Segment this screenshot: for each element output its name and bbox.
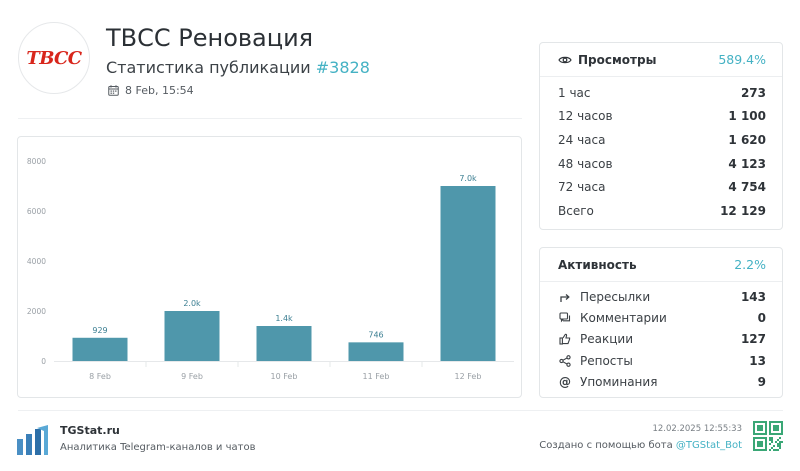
post-id-link[interactable]: #3828 <box>315 58 370 77</box>
activity-title: Активность <box>558 257 637 272</box>
activity-row: @ Упоминания 9 <box>540 372 782 393</box>
activity-row-label: Репосты <box>580 353 633 368</box>
activity-row-left: @ Упоминания <box>558 375 657 389</box>
views-row: 12 часов 1 100 <box>540 105 782 129</box>
views-row-label: 72 часа <box>558 180 606 195</box>
activity-row: Репосты 13 <box>540 350 782 371</box>
qr-code-icon <box>753 421 783 451</box>
x-tick-label: 8 Feb <box>89 372 111 381</box>
views-row-label: Всего <box>558 203 594 218</box>
activity-row-value: 9 <box>757 375 766 390</box>
activity-percent: 2.2% <box>734 257 766 272</box>
post-date: 8 Feb, 15:54 <box>108 84 194 97</box>
channel-header: ТВСС ТВСС Реновация Статистика публикаци… <box>18 18 528 118</box>
calendar-icon <box>108 85 119 96</box>
views-row: 24 часа 1 620 <box>540 128 782 152</box>
chart-bar[interactable] <box>164 311 220 361</box>
views-row-label: 1 час <box>558 85 591 100</box>
activity-row-left: Репосты <box>558 354 633 368</box>
chart-bar[interactable] <box>348 342 404 361</box>
post-subtitle: Статистика публикации #3828 <box>106 58 370 77</box>
views-row-value: 1 100 <box>728 109 766 124</box>
activity-row: Реакции 127 <box>540 329 782 350</box>
activity-row: Комментарии 0 <box>540 307 782 328</box>
tgstat-description: Аналитика Telegram-каналов и чатов <box>60 442 256 453</box>
y-tick-label: 8000 <box>27 157 46 166</box>
y-tick-label: 2000 <box>27 307 46 316</box>
activity-row-left: Комментарии <box>558 311 667 325</box>
views-title: Просмотры <box>578 52 657 67</box>
views-chart-card: 0 2000 4000 6000 8000 929 8 Feb 2.0k 9 Feb 1.4k 10… <box>17 136 522 398</box>
views-row: Всего 12 129 <box>540 199 782 223</box>
views-row-label: 24 часа <box>558 132 606 147</box>
views-percent: 589.4% <box>718 52 766 67</box>
x-tick-label: 9 Feb <box>181 372 203 381</box>
footer-divider <box>18 410 783 411</box>
chart-bar[interactable] <box>72 337 128 361</box>
activity-row-left: Реакции <box>558 332 633 346</box>
tgstat-logo-icon[interactable] <box>17 425 49 455</box>
activity-row-label: Комментарии <box>580 311 667 326</box>
bot-link[interactable]: @TGStat_Bot <box>675 440 742 451</box>
made-by-prefix: Создано с помощью бота <box>539 440 673 451</box>
views-row-label: 48 часов <box>558 156 613 171</box>
channel-logo: ТВСС <box>26 47 82 69</box>
bar-value-label: 746 <box>368 330 383 339</box>
share-icon <box>558 355 572 367</box>
x-tick-label: 11 Feb <box>363 372 390 381</box>
at-icon: @ <box>559 375 571 390</box>
x-tick-label: 10 Feb <box>271 372 298 381</box>
activity-row-value: 13 <box>749 353 766 368</box>
bar-value-label: 2.0k <box>183 299 201 308</box>
y-tick-label: 4000 <box>27 257 46 266</box>
activity-row-label: Реакции <box>580 332 633 347</box>
generated-timestamp: 12.02.2025 12:55:33 <box>652 424 742 434</box>
x-tick-label: 12 Feb <box>455 372 482 381</box>
comment-icon <box>558 312 572 324</box>
eye-icon <box>558 56 572 63</box>
activity-row-value: 127 <box>740 332 766 347</box>
activity-panel: Активность 2.2% Пересылки 143 Комментарии 0… <box>539 247 783 398</box>
y-tick-label: 6000 <box>27 207 46 216</box>
views-row-value: 1 620 <box>728 132 766 147</box>
y-tick-label: 0 <box>41 357 46 366</box>
activity-row-label: Пересылки <box>580 289 651 304</box>
activity-row-label: Упоминания <box>580 375 658 390</box>
bar-value-label: 929 <box>92 326 107 335</box>
activity-row-value: 143 <box>740 289 766 304</box>
made-by-text: Создано с помощью бота @TGStat_Bot <box>539 440 742 451</box>
views-row-label: 12 часов <box>558 109 613 124</box>
thumbs-up-icon <box>558 333 572 346</box>
views-row-value: 12 129 <box>720 203 766 218</box>
views-rows: 1 час 273 12 часов 1 100 24 часа 1 620 48 часо… <box>540 77 782 223</box>
channel-title[interactable]: ТВСС Реновация <box>106 24 314 52</box>
channel-avatar[interactable]: ТВСС <box>18 22 90 94</box>
tgstat-brand[interactable]: TGStat.ru <box>60 424 120 437</box>
views-row-value: 4 123 <box>728 156 766 171</box>
views-row-value: 273 <box>740 85 766 100</box>
activity-rows: Пересылки 143 Комментарии 0 Реакции 127 Репост… <box>540 282 782 393</box>
views-panel-header: Просмотры 589.4% <box>540 43 782 77</box>
views-row: 48 часов 4 123 <box>540 152 782 176</box>
views-row-value: 4 754 <box>728 180 766 195</box>
chart-bar[interactable] <box>440 186 496 361</box>
activity-row: Пересылки 143 <box>540 286 782 307</box>
bar-value-label: 1.4k <box>275 314 293 323</box>
activity-panel-header: Активность 2.2% <box>540 248 782 282</box>
forward-icon <box>558 291 572 303</box>
subtitle-prefix: Статистика публикации <box>106 58 311 77</box>
views-bar-chart: 0 2000 4000 6000 8000 929 8 Feb 2.0k 9 Feb 1.4k 10… <box>27 157 514 381</box>
views-panel: Просмотры 589.4% 1 час 273 12 часов 1 100 24… <box>539 42 783 230</box>
views-row: 72 часа 4 754 <box>540 175 782 199</box>
bar-value-label: 7.0k <box>459 174 477 183</box>
activity-row-left: Пересылки <box>558 290 650 304</box>
post-date-text: 8 Feb, 15:54 <box>125 84 194 97</box>
header-divider <box>18 118 522 119</box>
chart-bar[interactable] <box>256 326 312 361</box>
views-row: 1 час 273 <box>540 81 782 105</box>
activity-row-value: 0 <box>757 311 766 326</box>
